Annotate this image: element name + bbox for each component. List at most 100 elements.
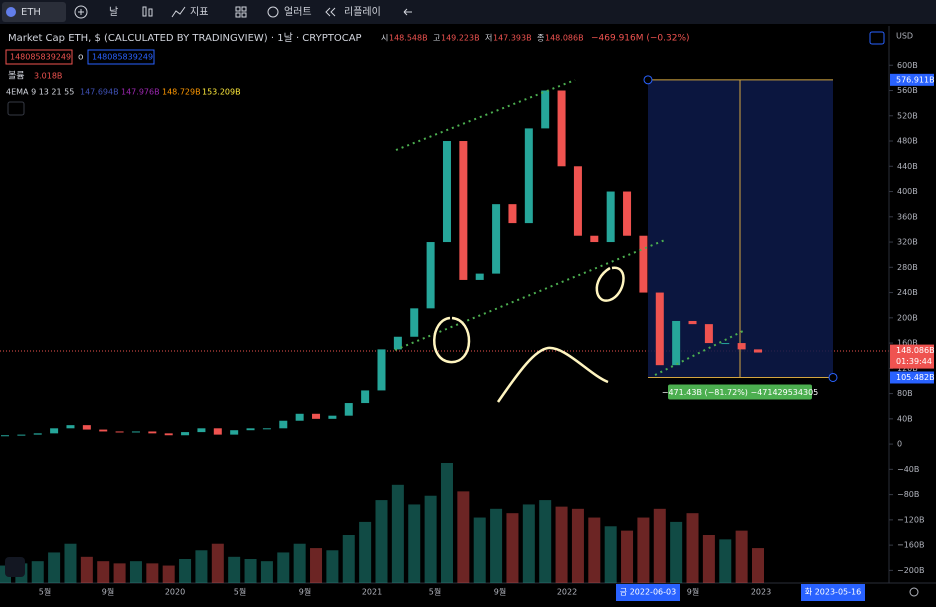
y-tick-label: 80B [897, 389, 913, 398]
y-tick-label: 160B [897, 339, 918, 348]
candle [492, 204, 501, 274]
y-tick-label: 520B [897, 111, 918, 120]
volume-bar [490, 508, 503, 583]
volume-bar [113, 563, 126, 583]
eth-icon [6, 7, 16, 17]
symbol-button[interactable] [2, 2, 66, 22]
candle [442, 141, 451, 243]
alert[interactable]: 얼러트 [284, 6, 312, 18]
candle [721, 343, 730, 345]
indicators[interactable]: 지표 [190, 6, 208, 18]
input-value[interactable]: 148085839249 [92, 53, 153, 62]
time-label: 2021 [362, 588, 382, 597]
volume-bar [473, 517, 486, 583]
y-tick-label: 40B [897, 414, 913, 423]
y-tick-label: −160B [897, 541, 924, 550]
replay[interactable]: 리플레이 [344, 6, 381, 18]
collapse-button[interactable] [7, 101, 25, 116]
y-tick-label: −200B [897, 566, 924, 575]
ohlc-value: 149.223B [441, 34, 480, 43]
volume-bar [571, 508, 584, 583]
hand-drawings [433, 266, 625, 403]
ema-value: 153.209B [202, 88, 241, 97]
interval[interactable]: 날 [109, 6, 118, 18]
settings-icon[interactable] [909, 587, 919, 597]
y-tick-label: 200B [897, 313, 918, 322]
volume-bar [506, 513, 519, 583]
volume-bar [719, 539, 732, 583]
price-tag-label: 576.911B [896, 75, 935, 84]
candle [393, 336, 402, 350]
ohlc-label: 고 [433, 34, 440, 43]
volume-bar [244, 559, 257, 583]
y-tick-label: 320B [897, 238, 918, 247]
candle [181, 432, 190, 436]
volume-bar [686, 513, 699, 583]
volume-bar [97, 561, 110, 583]
ema-value: 147.694B [80, 88, 119, 97]
price-tag [890, 371, 934, 384]
volume-bar [424, 495, 437, 583]
candle [655, 292, 664, 366]
volume-bar [702, 535, 715, 583]
date-tag [801, 584, 865, 601]
time-label: 2023 [751, 588, 771, 597]
toggle-icon[interactable] [869, 31, 885, 45]
candle [82, 425, 91, 430]
logo[interactable] [5, 557, 25, 577]
chart-title: Market Cap ETH, $ (CALCULATED BY TRADING… [8, 32, 362, 44]
volume-bar [277, 552, 290, 583]
volume-bar [146, 563, 159, 583]
y-tick-label: 560B [897, 86, 918, 95]
volume-bar [604, 526, 617, 583]
date-tag-label: 화 2023-05-16 [805, 588, 861, 597]
trend-lines [394, 79, 746, 376]
volume-bar [179, 559, 192, 583]
volume-label: 볼륨 [8, 71, 25, 82]
volume-bar [457, 491, 470, 583]
time-label: 5월 [234, 587, 246, 597]
time-label: 2022 [557, 588, 577, 597]
input-box[interactable] [5, 49, 73, 65]
ohlc-value: 148.548B [389, 34, 428, 43]
candle [66, 425, 75, 429]
price-tag [890, 73, 934, 86]
candle [524, 128, 533, 224]
volume-bar [440, 463, 453, 583]
candle [50, 428, 59, 434]
candle [606, 191, 615, 243]
volume-bar [326, 550, 339, 583]
candle [295, 413, 304, 421]
input-value[interactable]: 148085839249 [10, 53, 71, 62]
time-label: 5월 [429, 587, 441, 597]
time-label: 9월 [299, 587, 311, 597]
volume-bar [752, 548, 764, 583]
y-tick-label: 480B [897, 137, 918, 146]
time-label: 9월 [687, 587, 699, 597]
y-tick-label: 440B [897, 162, 918, 171]
candle [557, 90, 566, 167]
candle [704, 324, 713, 344]
candle [262, 428, 271, 430]
candle [475, 273, 484, 280]
volume-bar [129, 561, 142, 583]
countdown: 01:39:44 [896, 357, 932, 366]
y-tick-label: 600B [897, 61, 918, 70]
volume-value: 3.018B [34, 72, 62, 81]
measure-handle[interactable] [643, 75, 653, 85]
candle [590, 235, 599, 243]
symbol[interactable]: ETH [21, 7, 41, 18]
candle [230, 430, 239, 435]
toolbar [0, 0, 936, 24]
input-box[interactable] [87, 49, 155, 65]
candle [33, 433, 42, 435]
volume-bar [80, 556, 93, 583]
candle [148, 431, 157, 434]
ohlc-value: 147.393B [493, 34, 532, 43]
toolbar-icons [74, 5, 412, 19]
volume-bar [342, 535, 355, 583]
y-tick-label: 360B [897, 212, 918, 221]
candle [164, 433, 173, 436]
candle [508, 204, 517, 224]
candle [410, 308, 419, 337]
